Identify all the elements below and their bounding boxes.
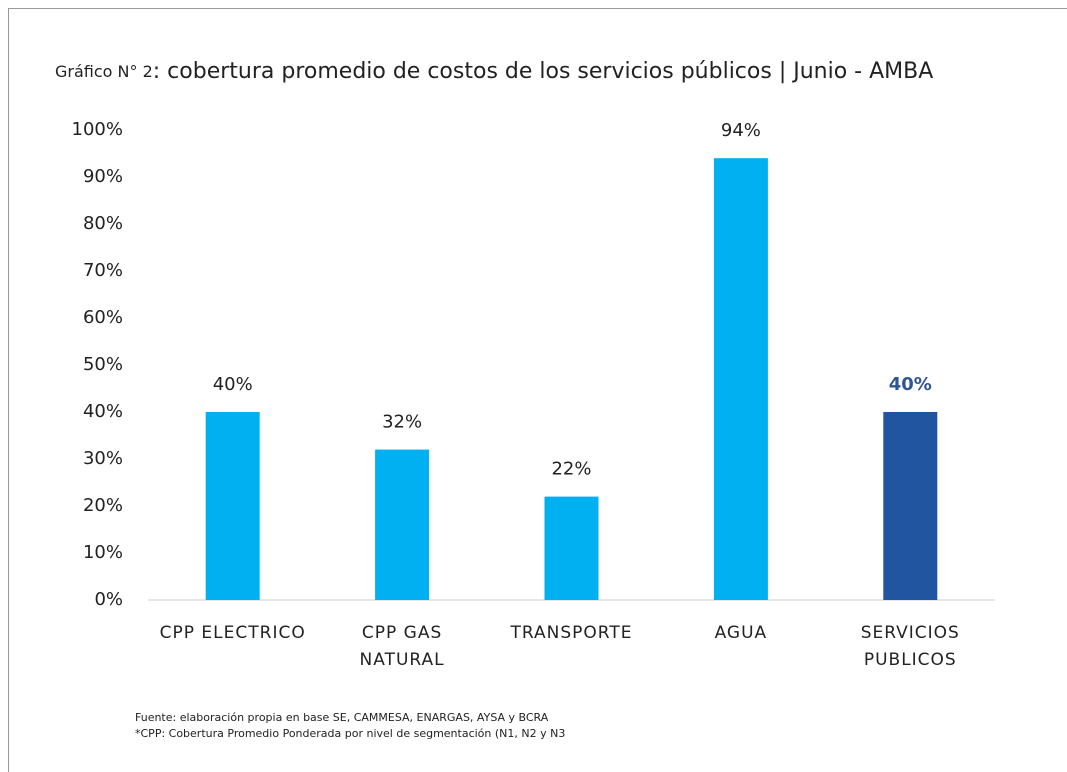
bar — [713, 158, 768, 600]
note: *CPP: Cobertura Promedio Ponderada por n… — [135, 727, 565, 740]
value-label: 22% — [551, 459, 591, 480]
note: Fuente: elaboración propia en base SE, C… — [135, 711, 549, 724]
value-label: 40% — [213, 374, 253, 395]
value-label: 40% — [889, 374, 932, 395]
title-main: : cobertura promedio de costos de los se… — [153, 59, 934, 84]
y-tick-label: 20% — [83, 495, 123, 516]
bar — [375, 449, 430, 600]
bar — [883, 412, 938, 600]
chart-title: Gráfico N° 2: cobertura promedio de cost… — [55, 59, 933, 84]
value-label: 32% — [382, 412, 422, 433]
title-prefix: Gráfico N° 2 — [55, 62, 153, 81]
y-tick-label: 0% — [94, 589, 123, 610]
frame — [8, 8, 1067, 772]
y-tick-label: 90% — [83, 166, 123, 187]
y-tick-label: 100% — [72, 119, 123, 140]
bar — [544, 496, 599, 600]
x-tick-label: CPP ELECTRICO — [159, 623, 306, 643]
y-tick-label: 30% — [83, 448, 123, 469]
y-tick-label: 80% — [83, 213, 123, 234]
y-tick-label: 40% — [83, 401, 123, 422]
y-tick-label: 50% — [83, 354, 123, 375]
bar — [205, 412, 260, 600]
y-tick-label: 70% — [83, 260, 123, 281]
x-tick-label: AGUA — [714, 623, 768, 643]
y-tick-label: 10% — [83, 542, 123, 563]
x-tick-label: CPP GAS NATURAL — [359, 623, 445, 670]
value-label: 94% — [721, 120, 761, 141]
y-tick-label: 60% — [83, 307, 123, 328]
x-tick-label: TRANSPORTE — [510, 623, 633, 643]
x-tick-label: SERVICIOS PUBLICOS — [860, 623, 960, 670]
